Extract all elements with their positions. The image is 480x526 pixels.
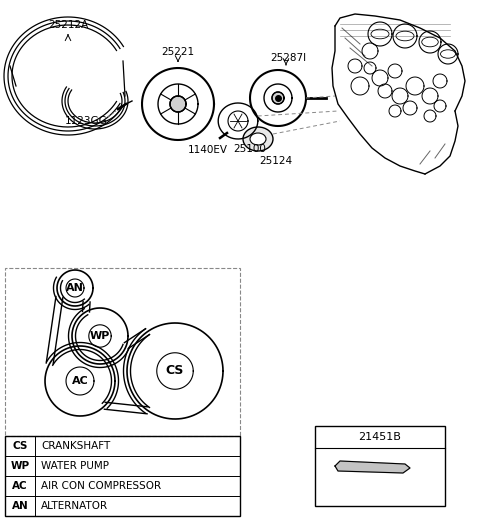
Text: WP: WP bbox=[90, 331, 110, 341]
Text: AC: AC bbox=[72, 376, 88, 386]
Polygon shape bbox=[170, 96, 186, 112]
Bar bbox=[5, 268, 240, 436]
Text: 21451B: 21451B bbox=[359, 432, 401, 442]
Ellipse shape bbox=[250, 133, 266, 145]
Text: CS: CS bbox=[12, 441, 28, 451]
Text: ALTERNATOR: ALTERNATOR bbox=[41, 501, 108, 511]
Text: AN: AN bbox=[66, 283, 84, 293]
Ellipse shape bbox=[243, 127, 273, 151]
Bar bbox=[5, 436, 240, 516]
Text: CS: CS bbox=[166, 365, 184, 378]
Polygon shape bbox=[272, 92, 284, 104]
Text: 25221: 25221 bbox=[161, 47, 194, 57]
Text: 1140EV: 1140EV bbox=[188, 145, 228, 155]
Text: AC: AC bbox=[12, 481, 28, 491]
Text: AN: AN bbox=[12, 501, 28, 511]
Bar bbox=[315, 426, 445, 506]
Text: WP: WP bbox=[11, 461, 30, 471]
Text: AIR CON COMPRESSOR: AIR CON COMPRESSOR bbox=[41, 481, 161, 491]
Text: 25212A: 25212A bbox=[48, 20, 88, 30]
Text: 1123GG: 1123GG bbox=[65, 116, 108, 126]
Text: CRANKSHAFT: CRANKSHAFT bbox=[41, 441, 110, 451]
Text: 25100: 25100 bbox=[234, 144, 266, 154]
Text: 25124: 25124 bbox=[259, 156, 293, 166]
Text: 25287I: 25287I bbox=[270, 53, 306, 63]
Polygon shape bbox=[335, 461, 410, 473]
Text: WATER PUMP: WATER PUMP bbox=[41, 461, 109, 471]
